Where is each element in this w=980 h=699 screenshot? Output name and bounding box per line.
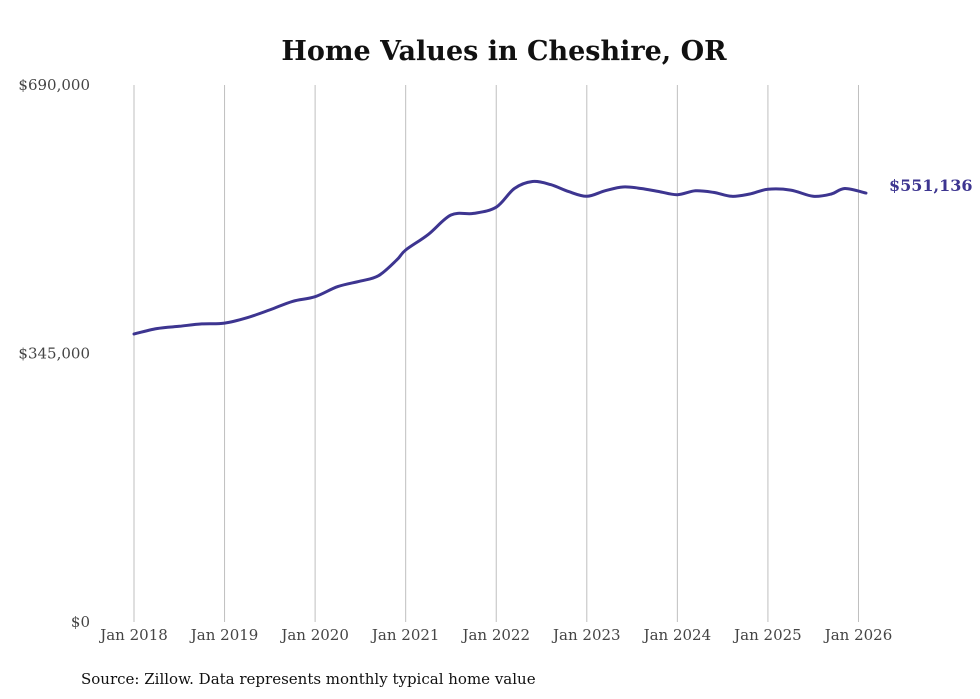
- series-layer: [132, 179, 868, 336]
- x-tick-label: Jan 2025: [732, 626, 802, 644]
- latest-value-label: $551,136: [889, 176, 973, 195]
- x-tick-label: Jan 2022: [460, 626, 530, 644]
- chart-title: Home Values in Cheshire, OR: [281, 36, 727, 67]
- x-axis-ticks: Jan 2018 Jan 2019 Jan 2020 Jan 2021 Jan 2022…: [98, 626, 892, 644]
- x-tick-label: Jan 2021: [370, 626, 440, 644]
- x-tick-label: Jan 2019: [189, 626, 259, 644]
- x-tick-label: Jan 2024: [642, 626, 712, 644]
- y-axis-ticks: $690,000 $345,000 $0: [18, 76, 90, 631]
- x-tick-label: Jan 2020: [279, 626, 349, 644]
- x-tick-label: Jan 2023: [551, 626, 621, 644]
- y-tick-label: $690,000: [18, 76, 90, 94]
- y-tick-label: $0: [71, 613, 90, 631]
- source-note: Source: Zillow. Data represents monthly …: [81, 670, 536, 688]
- home-value-line: [132, 179, 868, 336]
- x-tick-label: Jan 2018: [98, 626, 168, 644]
- y-tick-label: $345,000: [18, 345, 90, 363]
- x-tick-label: Jan 2026: [823, 626, 893, 644]
- vertical-gridlines: [133, 85, 859, 622]
